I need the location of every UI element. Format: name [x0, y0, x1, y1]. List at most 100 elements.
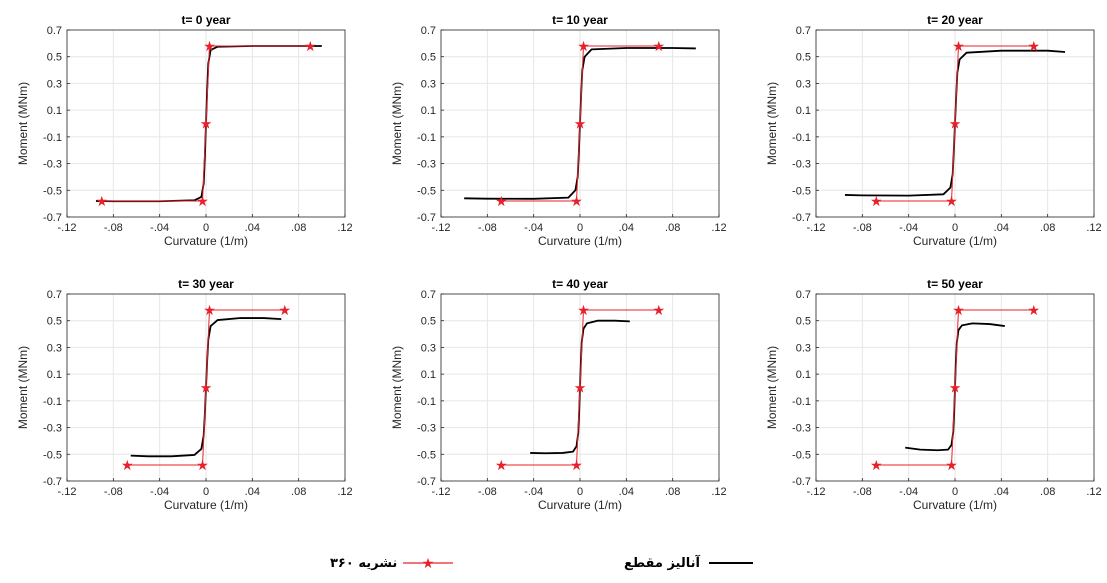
svg-text:★: ★: [422, 556, 435, 570]
y-axis-label: Moment (MNm): [390, 82, 404, 165]
y-tick-label: 0.3: [796, 78, 811, 90]
legend-swatch-code: ★: [403, 556, 454, 570]
x-tick-label: .08: [291, 486, 306, 498]
x-tick-label: .08: [665, 486, 680, 498]
series-point-code: ★: [870, 194, 883, 210]
x-tick-label: .12: [711, 222, 726, 234]
y-tick-label: -0.5: [417, 449, 436, 461]
series-point-code: ★: [570, 194, 583, 210]
x-tick-label: -.04: [524, 486, 543, 498]
x-axis-label: Curvature (1/m): [538, 498, 622, 512]
legend-item-analysis: آنالیز مقطع: [624, 548, 756, 578]
x-axis-label: Curvature (1/m): [164, 234, 248, 248]
y-axis-label: Moment (MNm): [390, 346, 404, 429]
y-tick-label: -0.1: [417, 132, 436, 144]
x-tick-label: -.04: [524, 222, 543, 234]
chart-panel-4: -.12 -.08 -.04 0 .04 .08 .12 -0.7 -0.5 -0.3 -0.1 0.…: [16, 277, 353, 512]
x-tick-label: -.12: [432, 222, 451, 234]
y-tick-label: 0.7: [421, 289, 436, 301]
y-tick-label: 0.7: [47, 25, 62, 37]
series-point-code: ★: [577, 303, 590, 319]
x-axis-label: Curvature (1/m): [913, 234, 997, 248]
y-tick-label: 0.1: [796, 105, 811, 117]
y-tick-label: -0.3: [43, 159, 62, 171]
y-tick-label: -0.5: [43, 449, 62, 461]
y-tick-label: -0.1: [417, 396, 436, 408]
y-tick-label: -0.1: [43, 132, 62, 144]
x-tick-label: .08: [291, 222, 306, 234]
series-line-code: [101, 45, 311, 202]
legend-item-code: نشریه ۳۶۰ ★: [330, 548, 454, 578]
chart-title: t= 10 year: [552, 13, 608, 27]
x-tick-label: 0: [577, 486, 583, 498]
y-tick-label: 0.1: [796, 369, 811, 381]
y-tick-label: -0.7: [417, 212, 436, 224]
x-axis-label: Curvature (1/m): [538, 234, 622, 248]
x-tick-label: .04: [994, 222, 1009, 234]
y-tick-label: 0.5: [47, 316, 62, 328]
x-tick-label: 0: [952, 486, 958, 498]
x-tick-label: -.12: [58, 486, 77, 498]
y-tick-label: -0.5: [417, 185, 436, 197]
x-tick-label: 0: [203, 486, 209, 498]
x-tick-label: 0: [577, 222, 583, 234]
x-tick-label: .08: [1040, 486, 1055, 498]
y-tick-label: 0.5: [421, 316, 436, 328]
series-point-code: ★: [945, 194, 958, 210]
series-point-code: ★: [495, 458, 508, 474]
x-tick-label: .04: [994, 486, 1009, 498]
x-tick-label: -.12: [432, 486, 451, 498]
y-tick-label: -0.7: [792, 212, 811, 224]
x-tick-label: .04: [245, 486, 260, 498]
y-tick-label: -0.5: [792, 449, 811, 461]
y-tick-label: -0.1: [792, 132, 811, 144]
series-line-code: [876, 309, 1034, 466]
x-tick-label: -.04: [899, 222, 918, 234]
series-point-code: ★: [952, 39, 965, 55]
series-point-code: ★: [200, 381, 213, 397]
series-point-code: ★: [652, 39, 665, 55]
y-tick-label: 0.7: [796, 25, 811, 37]
y-tick-label: -0.1: [792, 396, 811, 408]
series-point-code: ★: [870, 458, 883, 474]
series-line-code: [127, 309, 285, 466]
series-point-code: ★: [952, 303, 965, 319]
y-tick-label: 0.7: [47, 289, 62, 301]
y-tick-label: -0.3: [792, 159, 811, 171]
series-point-code: ★: [570, 458, 583, 474]
y-tick-label: -0.7: [43, 212, 62, 224]
x-tick-label: -.08: [853, 486, 872, 498]
series-point-code: ★: [278, 303, 291, 319]
y-tick-label: -0.5: [43, 185, 62, 197]
x-tick-label: -.04: [150, 486, 169, 498]
y-tick-label: -0.5: [792, 185, 811, 197]
chart-panel-1: -.12 -.08 -.04 0 .04 .08 .12 -0.7 -0.5 -0.3 -0.1 0.…: [16, 13, 353, 248]
chart-title: t= 30 year: [178, 277, 234, 291]
y-tick-label: 0.1: [47, 105, 62, 117]
x-tick-label: .04: [619, 222, 634, 234]
series-point-code: ★: [652, 303, 665, 319]
x-tick-label: .04: [245, 222, 260, 234]
series-point-code: ★: [574, 381, 587, 397]
series-point-code: ★: [1027, 39, 1040, 55]
x-tick-label: -.08: [104, 486, 123, 498]
x-tick-label: -.08: [478, 222, 497, 234]
x-tick-label: -.08: [853, 222, 872, 234]
y-tick-label: 0.3: [47, 78, 62, 90]
x-tick-label: -.04: [899, 486, 918, 498]
x-tick-label: .12: [1086, 222, 1101, 234]
chart-panel-5: -.12 -.08 -.04 0 .04 .08 .12 -0.7 -0.5 -0.3 -0.1 0.…: [390, 277, 727, 512]
legend-label-code: نشریه ۳۶۰: [330, 555, 398, 571]
series-point-code: ★: [196, 458, 209, 474]
y-tick-label: -0.3: [792, 423, 811, 435]
series-point-code: ★: [1027, 303, 1040, 319]
y-tick-label: 0.7: [421, 25, 436, 37]
chart-title: t= 0 year: [181, 13, 230, 27]
y-tick-label: 0.7: [796, 289, 811, 301]
x-tick-label: .08: [665, 222, 680, 234]
chart-panel-3: -.12 -.08 -.04 0 .04 .08 .12 -0.7 -0.5 -0.3 -0.1 0.…: [765, 13, 1102, 248]
x-tick-label: .08: [1040, 222, 1055, 234]
series-point-code: ★: [949, 117, 962, 133]
y-tick-label: 0.5: [47, 52, 62, 64]
